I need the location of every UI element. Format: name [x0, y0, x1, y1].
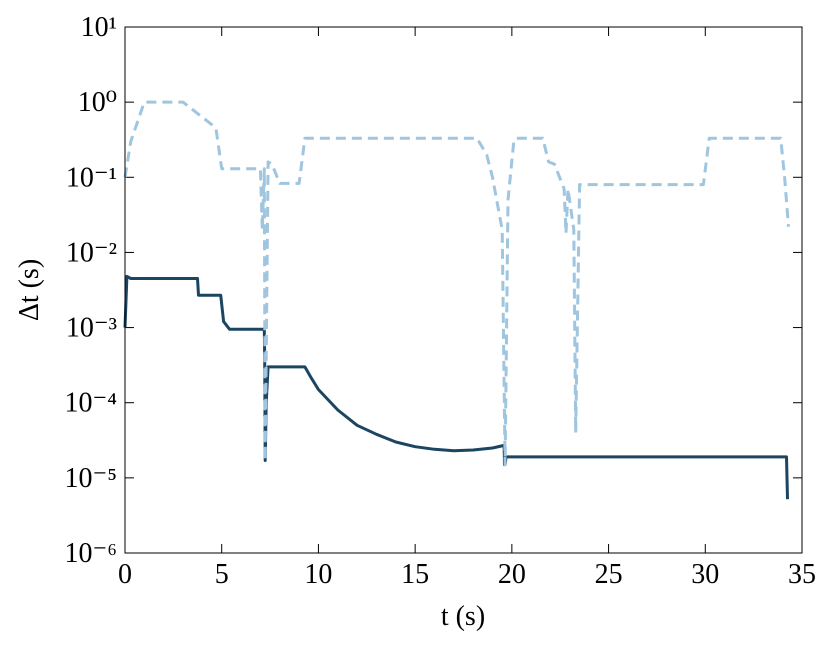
y-tick-label: 10¹ — [81, 12, 117, 43]
y-tick-label: 10⁻⁴ — [64, 388, 117, 419]
x-tick-label: 30 — [691, 559, 719, 590]
x-tick-label: 35 — [788, 559, 816, 590]
data-line — [123, 100, 790, 467]
y-axis-label: Δt (s) — [14, 259, 45, 321]
y-tick-label: 10⁻⁶ — [64, 538, 117, 569]
x-tick-label: 25 — [595, 559, 623, 590]
y-tick-label: 10⁻³ — [66, 313, 117, 344]
data-line — [123, 274, 789, 500]
y-tick-label: 10⁻² — [66, 237, 117, 268]
plot-frame — [124, 26, 803, 554]
x-tick-label: 15 — [401, 559, 429, 590]
x-axis-label: t (s) — [441, 601, 485, 632]
x-tick-label: 10 — [304, 559, 332, 590]
x-tick-label: 20 — [498, 559, 526, 590]
y-tick-label: 10⁻¹ — [66, 162, 117, 193]
y-tick-label: 10⁻⁵ — [64, 463, 117, 494]
y-tick-label: 10⁰ — [78, 87, 117, 118]
x-tick-label: 5 — [215, 559, 229, 590]
x-tick-label: 0 — [118, 559, 132, 590]
